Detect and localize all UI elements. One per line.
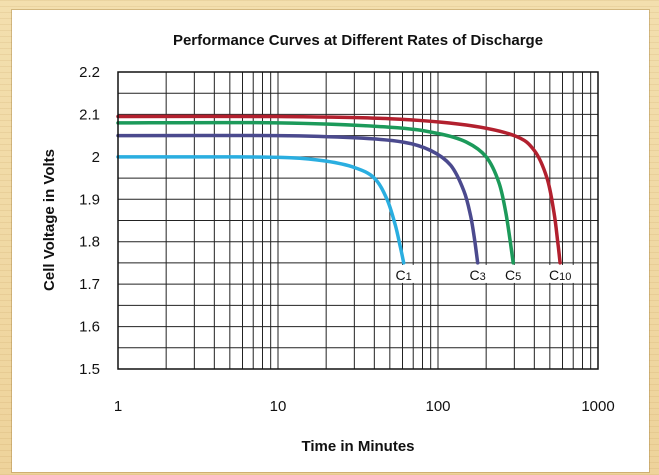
tick-labels: 2.2 2.1 2 1.9 1.8 1.7 1.6 1.5 1 10 100 1000	[79, 64, 615, 415]
series-line-c1	[116, 155, 406, 265]
series-label-bg	[392, 264, 415, 283]
series-label-bg	[545, 264, 576, 283]
x-tick-label: 100	[425, 398, 450, 415]
y-tick-label: 2.1	[79, 106, 100, 123]
series-label-c1: C1	[392, 264, 415, 283]
series-label-bg	[466, 264, 489, 283]
y-tick-label: 1.7	[79, 276, 100, 293]
y-tick-label: 2	[92, 149, 100, 166]
series-label-c10: C10	[545, 264, 576, 283]
y-tick-label: 1.8	[79, 234, 100, 251]
series-label-c5: C5	[502, 264, 525, 283]
y-tick-label: 1.9	[79, 191, 100, 208]
y-axis-title: Cell Voltage in Volts	[41, 149, 58, 291]
plot-border	[117, 71, 599, 370]
x-tick-label: 1000	[581, 398, 614, 415]
series-label-text: C10	[549, 267, 571, 283]
series-label-text: C3	[470, 267, 486, 283]
x-axis-title: Time in Minutes	[301, 438, 414, 455]
chart-title: Performance Curves at Different Rates of…	[173, 32, 543, 49]
series-line-c10	[116, 114, 562, 265]
y-tick-label: 2.2	[79, 64, 100, 81]
series-label-text: C5	[505, 267, 521, 283]
y-tick-label: 1.5	[79, 361, 100, 378]
curves	[116, 114, 562, 265]
series-label-text: C1	[396, 267, 412, 283]
x-tick-label: 10	[270, 398, 287, 415]
x-tick-label: 1	[114, 398, 122, 415]
series-line-c5	[116, 120, 515, 265]
series-line-c3	[116, 133, 480, 265]
curve-labels: C1 C3 C5 C10	[392, 264, 576, 283]
y-tick-label: 1.6	[79, 319, 100, 336]
series-label-c3: C3	[466, 264, 489, 283]
series-label-bg	[502, 264, 525, 283]
